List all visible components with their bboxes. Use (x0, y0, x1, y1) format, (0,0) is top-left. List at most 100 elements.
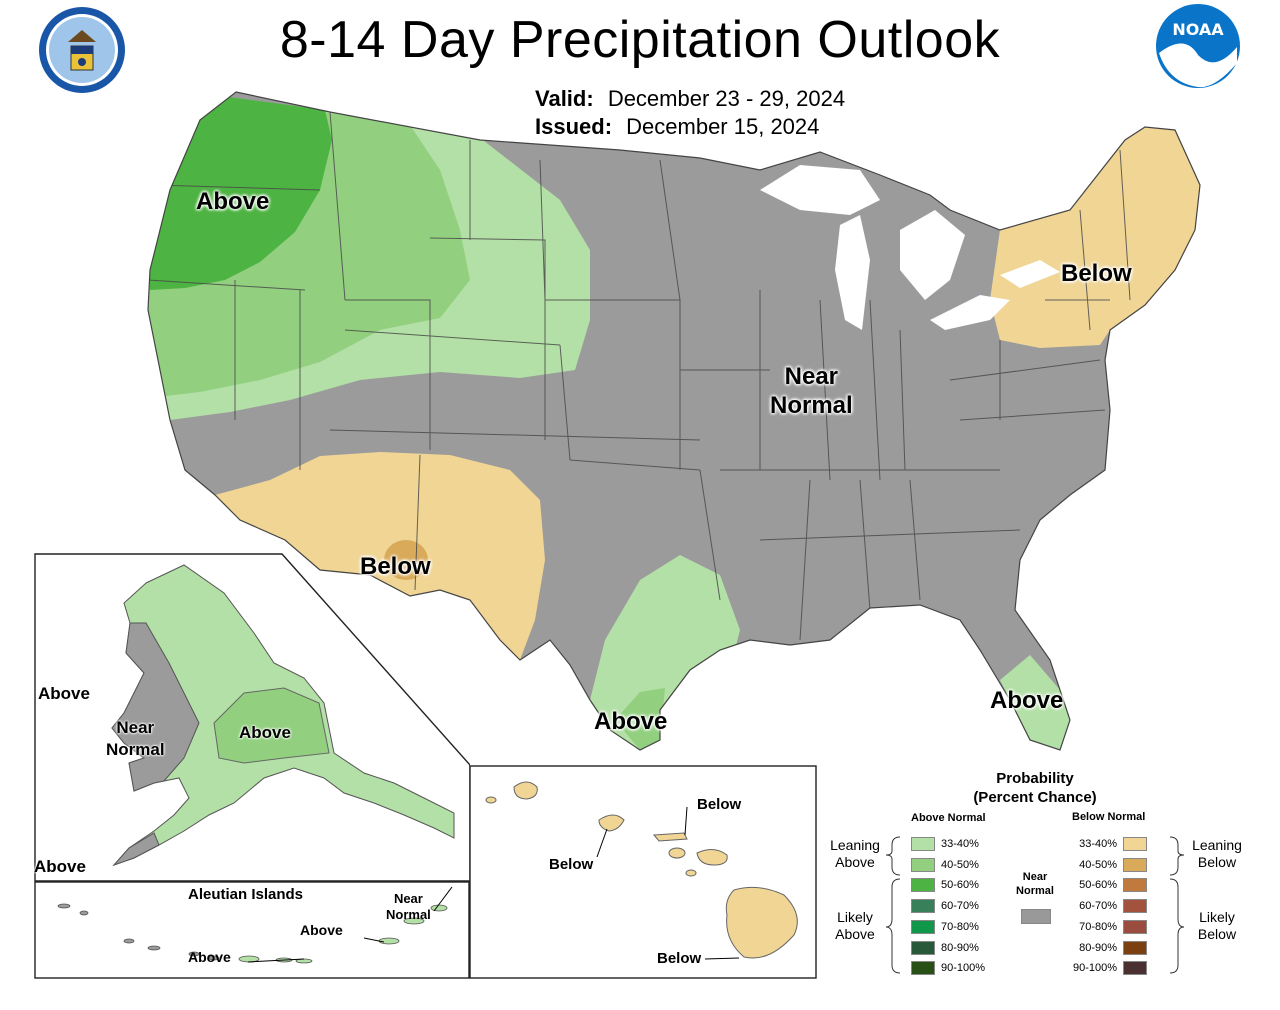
legend-below-row: 33-40% (1073, 837, 1147, 851)
alaska-near-normal (111, 622, 200, 792)
legend-above-swatch (911, 857, 935, 872)
issued-label: Issued: (535, 114, 613, 139)
label-central-line1: Near (784, 363, 839, 390)
maui (696, 849, 728, 866)
valid-label: Valid: (535, 86, 594, 111)
legend-above-label: 60-70% (941, 900, 979, 913)
label-northeast-below: Below (1061, 260, 1132, 287)
valid-line: Valid: December 23 - 29, 2024 (535, 86, 845, 112)
legend-likely-below-line2: Below (1197, 926, 1237, 942)
legend-above-swatch (911, 919, 935, 934)
hawaii-label-ne-below: Below (697, 796, 742, 813)
legend-below-row: 70-80% (1073, 919, 1147, 934)
lake-erie (930, 295, 1010, 330)
legend-likely-above-line2: Above (835, 926, 875, 942)
noaa-logo: NOAA (1155, 3, 1241, 89)
legend-below-row: 60-70% (1073, 899, 1147, 914)
alaska-near-line1: Near (116, 718, 155, 737)
legend-below-label: 70-80% (1079, 920, 1117, 933)
legend-braces (885, 836, 1185, 974)
legend-above-row: 70-80% (911, 919, 979, 934)
issued-value: December 15, 2024 (626, 114, 820, 139)
legend-above-label: 40-50% (941, 858, 979, 871)
department-of-commerce-seal (38, 6, 126, 94)
legend-leaning-below-line2: Below (1197, 854, 1237, 870)
legend-below-swatch (1123, 961, 1147, 976)
label-central-line2: Normal (770, 392, 853, 419)
page-title: 8-14 Day Precipitation Outlook (279, 11, 1001, 69)
lake-michigan (835, 215, 870, 330)
legend-above-row: 80-90% (911, 940, 979, 955)
legend-title: Probability (Percent Chance) (935, 769, 1135, 807)
brace-leaning-below (1169, 836, 1185, 876)
lake-huron (900, 210, 965, 300)
legend-above-row: 60-70% (911, 899, 979, 914)
legend-below-label: 40-50% (1079, 858, 1117, 871)
alaska-label-near-normal: Near Normal (106, 717, 165, 761)
legend-leaning-above-line1: Leaning (830, 837, 880, 853)
kahoolawe (685, 869, 697, 877)
hawaii-inset (469, 765, 817, 979)
legend-above-swatch (911, 899, 935, 914)
aleutians-label-above-west: Above (188, 949, 231, 965)
legend-leaning-below: Leaning Below (1186, 837, 1248, 871)
svg-text:NOAA: NOAA (1172, 20, 1224, 39)
legend-above-label: 33-40% (941, 838, 979, 850)
label-florida-above: Above (990, 687, 1064, 714)
kauai (513, 781, 538, 800)
legend-likely-below-line1: Likely (1199, 909, 1235, 925)
alaska-label-interior-above: Above (239, 723, 291, 742)
brace-likely-above (885, 878, 901, 974)
legend-above-row: 33-40% (911, 837, 979, 851)
leaning-below-northeast (990, 127, 1200, 348)
lake-superior (760, 165, 880, 215)
legend-near-normal-swatch (1021, 909, 1051, 924)
legend-above-swatch (911, 837, 935, 851)
legend-near-line1: Near (1022, 871, 1048, 883)
legend-below-swatch (1123, 919, 1147, 934)
legend-leaning-below-line1: Leaning (1192, 837, 1242, 853)
legend-below-label: 80-90% (1079, 941, 1117, 954)
legend-below-row: 80-90% (1073, 940, 1147, 955)
alaska-label-west-above: Above (38, 684, 90, 703)
alaska-inset (34, 553, 470, 882)
legend-likely-above-line1: Likely (837, 909, 873, 925)
legend-below-swatch (1123, 837, 1147, 851)
brace-leaning-above (885, 836, 901, 876)
aleutians-title: Aleutian Islands (188, 886, 304, 903)
above-40-50-texas (615, 688, 665, 750)
aleutians-label-above-mid: Above (300, 922, 343, 938)
lake-ontario (1000, 260, 1060, 288)
below-40-50-nm (384, 540, 428, 580)
legend-below-row: 50-60% (1073, 878, 1147, 893)
legend-above-label: 80-90% (941, 941, 979, 954)
legend-above-label: 90-100% (941, 962, 986, 975)
state-borders (148, 111, 1131, 641)
legend-above-swatch (911, 878, 935, 893)
legend-above-swatch (911, 961, 935, 976)
legend-below-label: 60-70% (1079, 900, 1117, 913)
legend-above-swatch (911, 940, 935, 955)
alaska-near-line2: Normal (106, 740, 165, 759)
leaning-above-texas (590, 555, 740, 750)
legend-below-row: 90-100% (1073, 961, 1147, 976)
aleutians-inset (34, 881, 470, 979)
legend-below-label: 33-40% (1079, 838, 1117, 850)
label-central-near-normal: Near Normal (770, 362, 853, 420)
legend-below-label: 90-100% (1073, 962, 1118, 975)
alaska-above-40-50 (213, 687, 330, 764)
legend-below-swatch (1123, 878, 1147, 893)
legend-near-normal: Near Normal (1010, 870, 1060, 898)
legend-below-label: 50-60% (1079, 879, 1117, 892)
label-pnw-above: Above (196, 188, 270, 215)
legend-above-row: 90-100% (911, 961, 986, 976)
legend-above-header: Above Normal (911, 812, 986, 824)
lanai (668, 847, 686, 859)
legend-title-line1: Probability (996, 770, 1074, 787)
hawaii-islands (485, 781, 798, 959)
legend-likely-below: Likely Below (1186, 909, 1248, 943)
brace-likely-below (1169, 878, 1185, 974)
legend-leaning-above: Leaning Above (825, 837, 885, 871)
alaska-label-southwest-above: Above (34, 857, 86, 876)
